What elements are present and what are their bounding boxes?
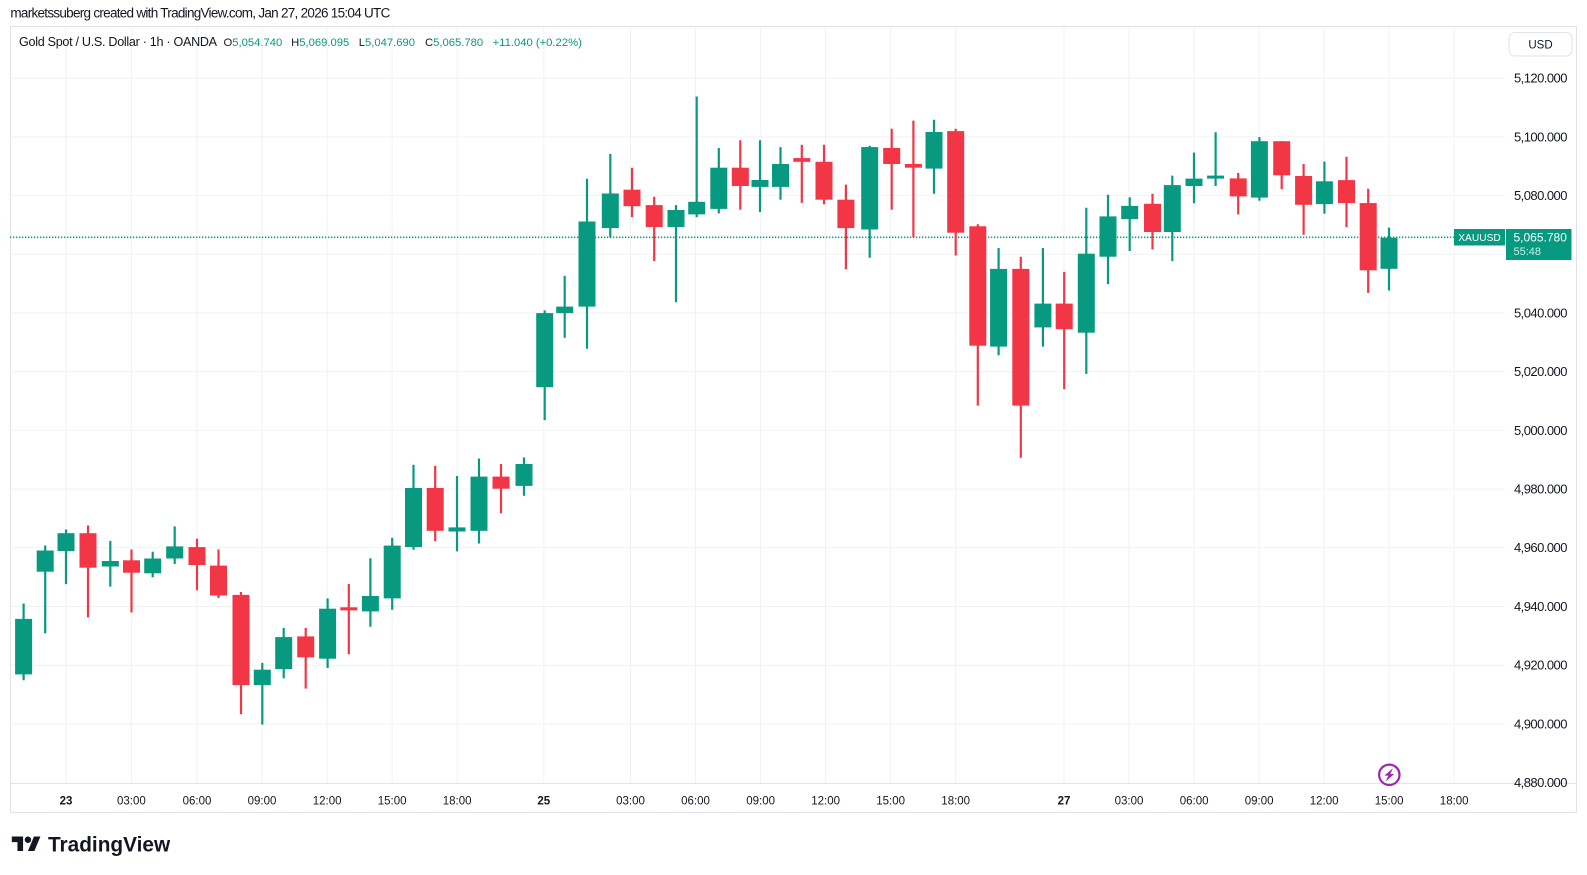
svg-text:TradingView: TradingView (48, 834, 171, 857)
svg-text:06:00: 06:00 (1180, 795, 1209, 807)
svg-text:03:00: 03:00 (117, 795, 146, 807)
svg-text:06:00: 06:00 (183, 795, 212, 807)
svg-text:5,040.000: 5,040.000 (1514, 305, 1567, 320)
svg-text:H5,069.095: H5,069.095 (291, 37, 349, 49)
svg-text:4,920.000: 4,920.000 (1514, 658, 1567, 673)
svg-text:5,065.780: 5,065.780 (1514, 231, 1568, 245)
svg-text:09:00: 09:00 (1245, 795, 1274, 807)
svg-text:4,940.000: 4,940.000 (1514, 599, 1567, 614)
svg-text:23: 23 (60, 795, 73, 807)
svg-text:4,900.000: 4,900.000 (1514, 716, 1567, 731)
svg-text:5,120.000: 5,120.000 (1514, 71, 1567, 86)
svg-text:5,080.000: 5,080.000 (1514, 188, 1567, 203)
svg-text:5,100.000: 5,100.000 (1514, 129, 1567, 144)
svg-text:09:00: 09:00 (248, 795, 277, 807)
svg-text:25: 25 (537, 795, 550, 807)
svg-text:55:48: 55:48 (1514, 246, 1542, 258)
svg-text:L5,047.690: L5,047.690 (359, 37, 415, 49)
svg-text:4,880.000: 4,880.000 (1514, 775, 1567, 790)
svg-text:Gold Spot / U.S. Dollar · 1h ·: Gold Spot / U.S. Dollar · 1h · OANDA (19, 35, 218, 49)
svg-text:USD: USD (1528, 39, 1552, 51)
svg-text:18:00: 18:00 (941, 795, 970, 807)
svg-text:15:00: 15:00 (876, 795, 905, 807)
svg-text:12:00: 12:00 (313, 795, 342, 807)
svg-text:O5,054.740: O5,054.740 (224, 37, 283, 49)
svg-text:12:00: 12:00 (811, 795, 840, 807)
svg-text:5,020.000: 5,020.000 (1514, 364, 1567, 379)
svg-text:5,000.000: 5,000.000 (1514, 423, 1567, 438)
svg-text:03:00: 03:00 (616, 795, 645, 807)
svg-text:12:00: 12:00 (1310, 795, 1339, 807)
svg-text:4,980.000: 4,980.000 (1514, 482, 1567, 497)
svg-text:27: 27 (1058, 795, 1071, 807)
svg-text:18:00: 18:00 (443, 795, 472, 807)
svg-text:06:00: 06:00 (681, 795, 710, 807)
svg-text:09:00: 09:00 (746, 795, 775, 807)
svg-text:03:00: 03:00 (1115, 795, 1144, 807)
svg-text:+11.040 (+0.22%): +11.040 (+0.22%) (493, 37, 582, 49)
svg-text:15:00: 15:00 (378, 795, 407, 807)
svg-text:18:00: 18:00 (1440, 795, 1469, 807)
svg-text:C5,065.780: C5,065.780 (425, 37, 483, 49)
svg-text:XAUUSD: XAUUSD (1458, 233, 1500, 244)
svg-text:15:00: 15:00 (1375, 795, 1404, 807)
svg-text:4,960.000: 4,960.000 (1514, 540, 1567, 555)
svg-text:marketssuberg created with Tra: marketssuberg created with TradingView.c… (10, 6, 390, 21)
